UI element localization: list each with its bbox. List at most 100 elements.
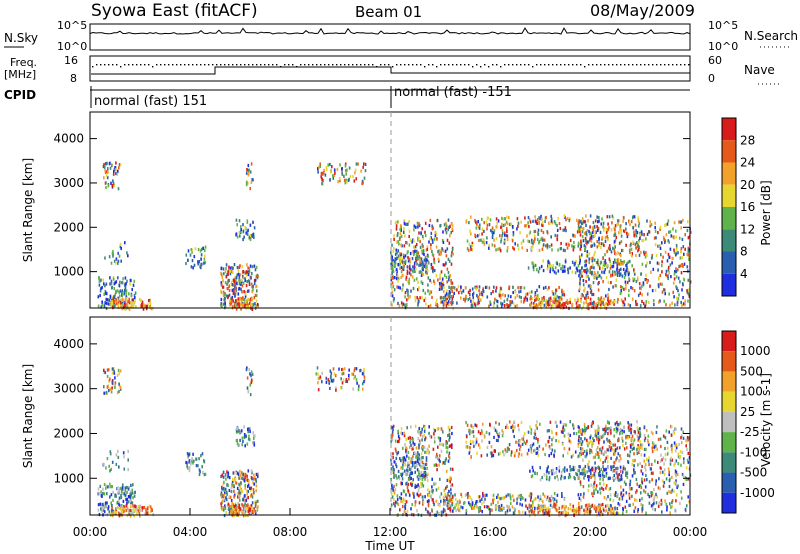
- range-cell: [623, 260, 625, 264]
- range-cell: [555, 261, 558, 265]
- range-cell: [240, 225, 242, 229]
- range-cell: [593, 243, 596, 247]
- range-cell: [592, 228, 594, 232]
- range-cell: [110, 261, 113, 265]
- range-cell: [671, 488, 674, 492]
- range-cell: [604, 304, 606, 308]
- range-cell: [107, 368, 110, 372]
- range-cell: [575, 472, 577, 476]
- range-cell: [587, 302, 589, 306]
- range-cell: [567, 267, 570, 271]
- range-cell: [506, 237, 509, 241]
- range-cell: [339, 179, 341, 183]
- range-cell: [467, 493, 470, 497]
- range-cell: [432, 269, 434, 273]
- range-cell: [119, 245, 122, 249]
- range-cell: [425, 475, 428, 479]
- range-cell: [595, 509, 597, 513]
- range-cell: [627, 302, 630, 307]
- range-cell: [254, 434, 256, 438]
- range-cell: [475, 437, 478, 441]
- range-cell: [420, 465, 423, 469]
- range-cell: [133, 279, 136, 283]
- range-cell: [469, 245, 472, 249]
- range-cell: [577, 264, 580, 268]
- range-cell: [393, 475, 395, 479]
- range-cell: [615, 284, 617, 288]
- range-cell: [233, 283, 235, 287]
- range-cell: [442, 248, 444, 252]
- range-cell: [445, 445, 448, 449]
- range-cell: [129, 278, 132, 282]
- range-cell: [540, 214, 542, 218]
- range-cell: [472, 295, 474, 299]
- nave-dot: [412, 64, 414, 66]
- range-cell: [407, 489, 409, 493]
- range-cell: [399, 232, 402, 236]
- range-cell: [401, 259, 403, 263]
- range-cell: [414, 500, 417, 504]
- range-cell: [584, 437, 586, 441]
- range-cell: [636, 243, 638, 247]
- range-cell: [249, 187, 251, 191]
- range-cell: [395, 449, 397, 453]
- range-cell: [476, 285, 478, 289]
- range-cell: [420, 263, 423, 267]
- nave-dot: [680, 64, 682, 66]
- range-cell: [97, 503, 100, 507]
- range-cell: [687, 253, 690, 257]
- range-cell: [185, 261, 187, 266]
- range-cell: [637, 241, 640, 245]
- range-cell: [592, 292, 595, 297]
- range-cell: [409, 460, 412, 464]
- range-cell: [409, 264, 411, 268]
- range-cell: [566, 298, 569, 302]
- noise-right-tick-top: 10^5: [708, 19, 738, 32]
- range-cell: [499, 296, 502, 300]
- range-cell: [433, 440, 436, 444]
- range-cell: [393, 288, 396, 292]
- range-cell: [446, 301, 449, 306]
- range-cell: [447, 499, 449, 503]
- range-cell: [404, 291, 407, 295]
- range-cell: [343, 367, 346, 371]
- range-cell: [408, 220, 410, 224]
- range-cell: [118, 382, 120, 386]
- range-cell: [469, 292, 471, 296]
- range-cell: [569, 503, 572, 507]
- range-cell: [514, 451, 516, 455]
- range-cell: [133, 514, 135, 518]
- range-cell: [420, 430, 423, 434]
- range-cell: [656, 495, 658, 499]
- range-cell: [503, 453, 505, 457]
- range-cell: [556, 493, 559, 497]
- range-cell: [394, 504, 396, 508]
- range-cell: [437, 257, 440, 261]
- range-cell: [255, 472, 258, 476]
- range-cell: [105, 181, 107, 185]
- nave-dot: [156, 64, 158, 66]
- range-cell: [393, 484, 395, 488]
- range-cell: [529, 505, 531, 509]
- range-cell: [505, 233, 508, 238]
- range-cell: [237, 502, 239, 506]
- range-cell: [116, 289, 119, 293]
- range-cell: [562, 430, 564, 434]
- range-cell: [229, 272, 232, 276]
- range-cell: [499, 451, 501, 455]
- range-cell: [128, 495, 131, 499]
- range-cell: [513, 507, 516, 511]
- range-cell: [245, 231, 247, 235]
- range-cell: [562, 248, 565, 252]
- range-cell: [251, 233, 254, 238]
- range-cell: [111, 514, 114, 518]
- nave-dot: [400, 64, 402, 66]
- range-cell: [525, 442, 527, 446]
- range-cell: [620, 298, 623, 302]
- range-cell: [598, 437, 601, 441]
- range-cell: [203, 261, 205, 265]
- range-cell: [242, 504, 244, 508]
- range-cell: [318, 165, 320, 169]
- range-cell: [122, 499, 125, 503]
- range-cell: [474, 504, 476, 508]
